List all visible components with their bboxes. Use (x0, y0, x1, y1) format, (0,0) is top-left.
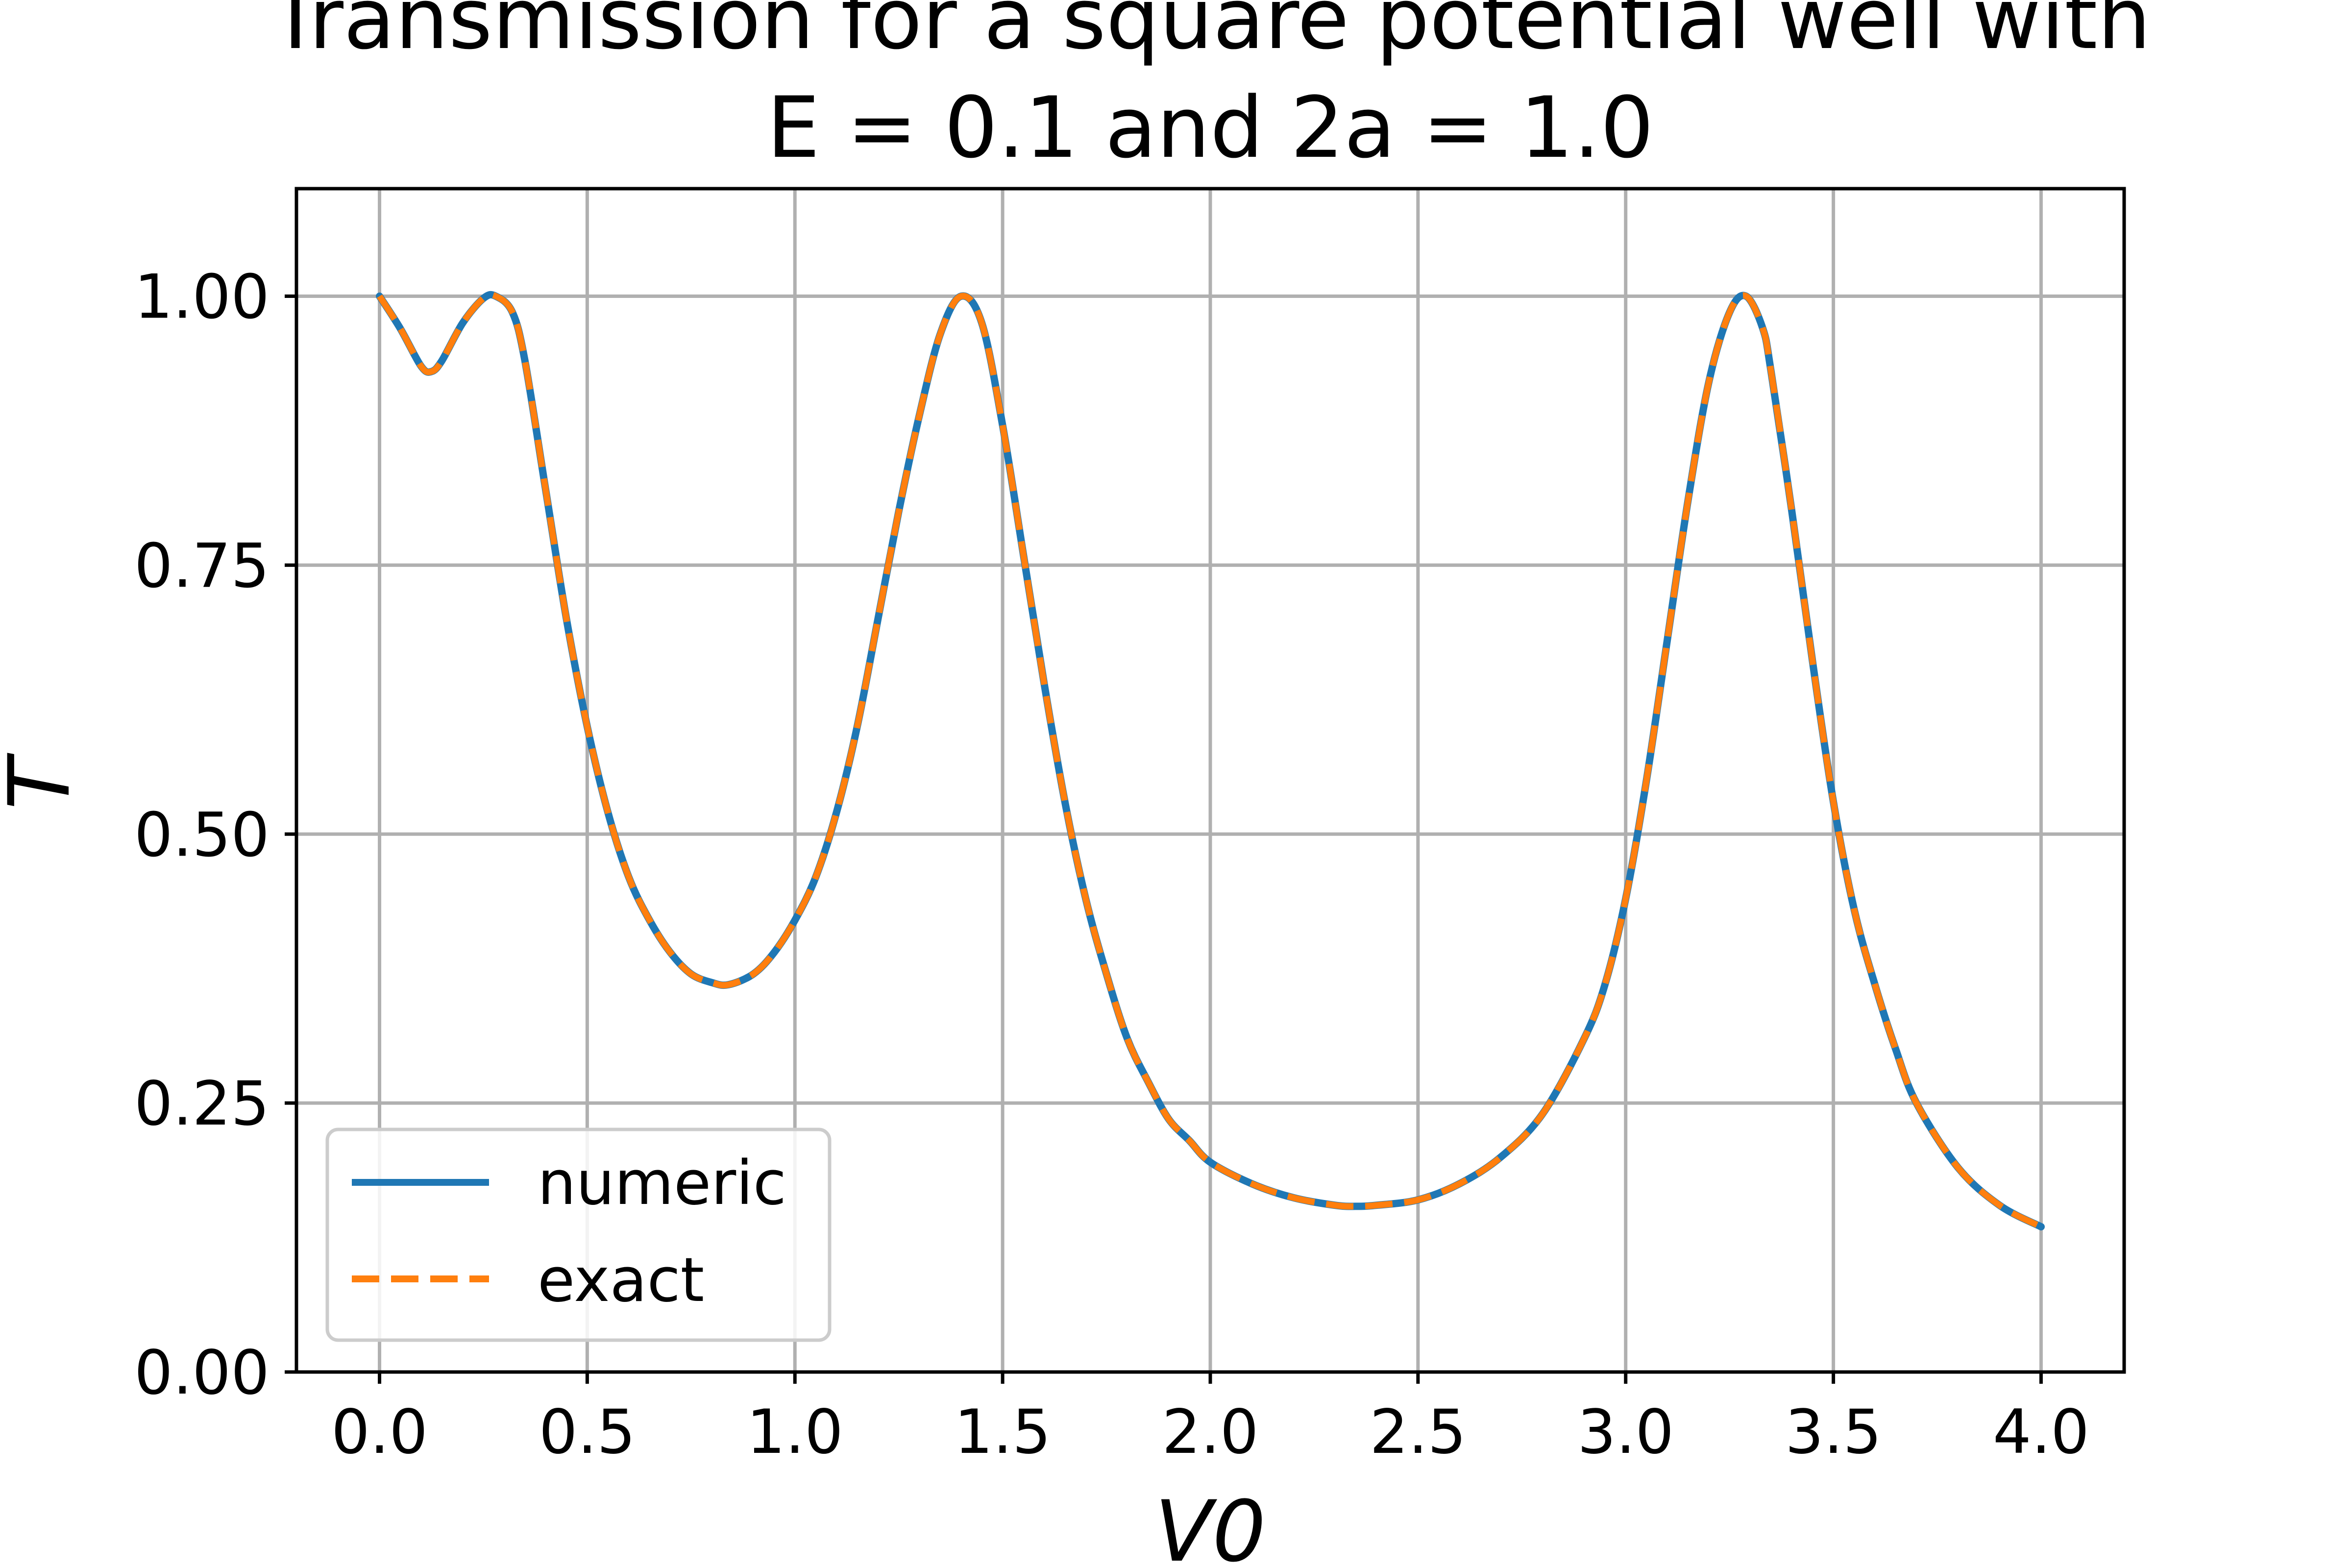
x-tick-label-5: 2.5 (1370, 1397, 1466, 1468)
x-tick-label-0: 0.0 (331, 1397, 428, 1468)
x-tick-label-1: 0.5 (539, 1397, 636, 1468)
chart-title-line-1: Transmission for a square potential well… (269, 0, 2151, 68)
x-axis-ticks: 0.0 0.5 1.0 1.5 2.0 2.5 3.0 3.5 4.0 (331, 1372, 2089, 1468)
x-tick-label-4: 2.0 (1162, 1397, 1258, 1468)
x-tick-label-3: 1.5 (955, 1397, 1051, 1468)
y-axis-ticks: 0.00 0.25 0.50 0.75 1.00 (134, 262, 296, 1408)
x-tick-label-8: 4.0 (1993, 1397, 2089, 1468)
y-tick-label-1: 0.25 (134, 1069, 270, 1139)
series-line-exact (377, 291, 2043, 1230)
y-tick-label-4: 1.00 (134, 262, 270, 333)
y-tick-label-3: 0.75 (134, 531, 270, 601)
y-tick-label-2: 0.50 (134, 800, 270, 870)
y-tick-label-0: 0.00 (134, 1338, 270, 1408)
y-axis-label: T (0, 753, 89, 810)
legend: numeric exact (325, 1127, 832, 1342)
x-tick-label-6: 3.0 (1577, 1397, 1674, 1468)
x-axis-label: V0 (1154, 1482, 1266, 1568)
series-lines (376, 291, 2045, 1231)
legend-label-numeric: numeric (538, 1148, 786, 1219)
chart-title-line-2: E = 0.1 and 2a = 1.0 (767, 78, 1654, 177)
legend-label-exact: exact (538, 1245, 704, 1316)
x-tick-label-7: 3.5 (1785, 1397, 1882, 1468)
x-tick-label-2: 1.0 (747, 1397, 843, 1468)
